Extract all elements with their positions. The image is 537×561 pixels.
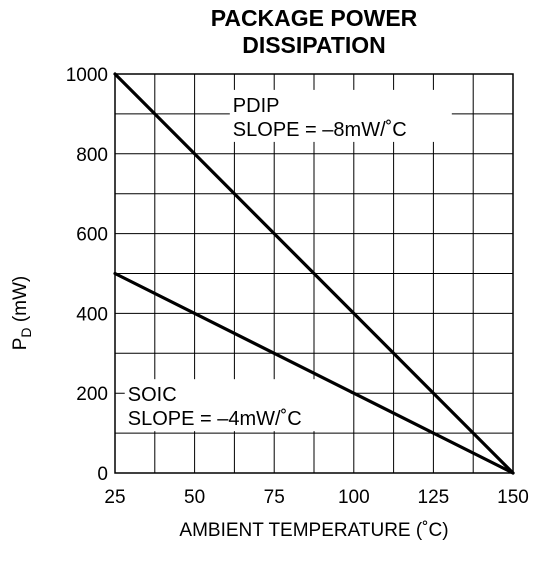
annotation-soic-slope: SLOPE = –4mW/˚C bbox=[128, 408, 302, 430]
series-line-pdip bbox=[113, 72, 515, 475]
chart-title-line-1: PACKAGE POWER bbox=[210, 5, 418, 31]
x-tick-label: 100 bbox=[338, 487, 370, 508]
x-tick-label: 75 bbox=[264, 487, 285, 508]
x-axis-label: AMBIENT TEMPERATURE (˚C) bbox=[179, 520, 449, 541]
annotation-background bbox=[229, 89, 452, 142]
y-tick-label: 600 bbox=[76, 225, 108, 246]
y-tick-label: 400 bbox=[76, 304, 108, 325]
x-tick-label: 25 bbox=[104, 487, 125, 508]
y-tick-label: 200 bbox=[76, 384, 108, 405]
annotation-background bbox=[124, 379, 351, 432]
series-line-soic bbox=[113, 271, 515, 475]
x-tick-label: 125 bbox=[418, 487, 450, 508]
y-tick-label: 1000 bbox=[66, 65, 108, 86]
chart-title-line-2: DISSIPATION bbox=[242, 32, 386, 58]
y-tick-label: 800 bbox=[76, 145, 108, 166]
x-tick-label: 150 bbox=[497, 487, 529, 508]
annotation-pdip-label: PDIP bbox=[233, 95, 280, 117]
y-tick-label: 0 bbox=[97, 464, 108, 485]
annotation-pdip-slope: SLOPE = –8mW/˚C bbox=[233, 119, 407, 141]
annotation-soic-label: SOIC bbox=[128, 384, 177, 406]
x-tick-label: 50 bbox=[184, 487, 205, 508]
